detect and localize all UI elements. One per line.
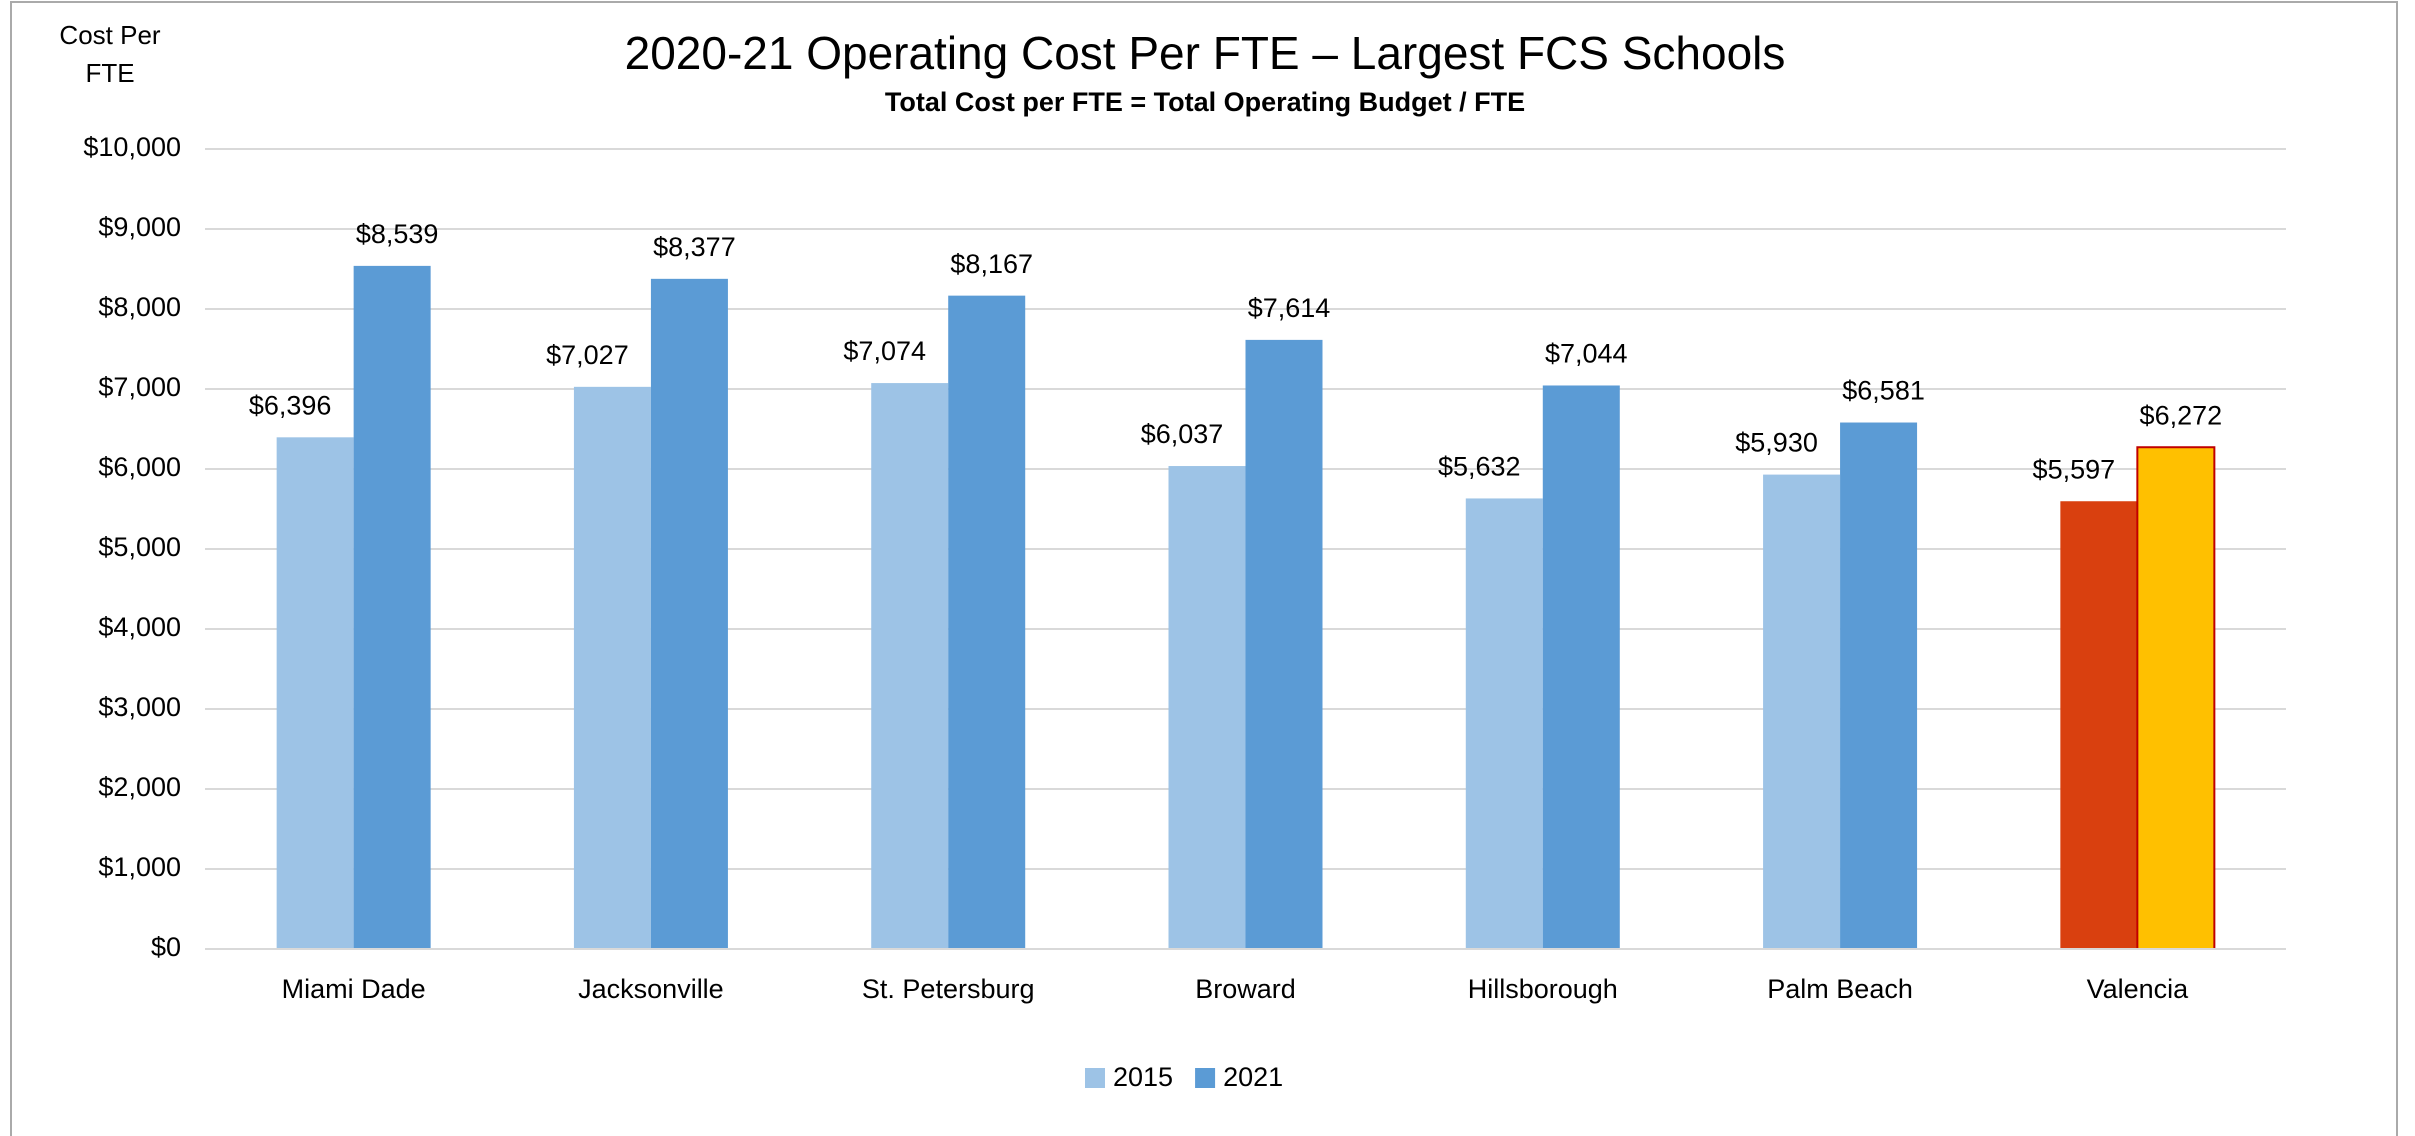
value-label: $6,581 bbox=[1842, 376, 1925, 406]
x-tick-label: St. Petersburg bbox=[862, 974, 1035, 1004]
x-tick-label: Jacksonville bbox=[578, 974, 724, 1004]
value-label: $6,396 bbox=[249, 390, 332, 420]
bar bbox=[1840, 422, 1918, 949]
y-tick-label: $6,000 bbox=[98, 452, 181, 482]
bar bbox=[1168, 466, 1246, 949]
value-label: $5,597 bbox=[2033, 454, 2116, 484]
value-label: $8,167 bbox=[950, 249, 1033, 279]
value-label: $7,027 bbox=[546, 340, 629, 370]
bar bbox=[1245, 339, 1323, 949]
bar bbox=[650, 278, 728, 950]
y-tick-label: $2,000 bbox=[98, 772, 181, 802]
bar bbox=[1542, 385, 1620, 950]
value-label: $5,930 bbox=[1735, 428, 1818, 458]
x-tick-label: Hillsborough bbox=[1468, 974, 1618, 1004]
x-tick-label: Valencia bbox=[2087, 974, 2190, 1004]
bar bbox=[2060, 501, 2138, 949]
value-label: $8,539 bbox=[356, 219, 439, 249]
bar bbox=[1763, 474, 1841, 949]
chart-subtitle: Total Cost per FTE = Total Operating Bud… bbox=[885, 87, 1525, 117]
x-tick-label: Broward bbox=[1195, 974, 1296, 1004]
y-tick-label: $1,000 bbox=[98, 852, 181, 882]
value-label: $5,632 bbox=[1438, 452, 1521, 482]
bar bbox=[2136, 446, 2216, 950]
legend-label: 2021 bbox=[1223, 1062, 1283, 1092]
value-label: $8,377 bbox=[653, 232, 736, 262]
bar bbox=[353, 265, 431, 949]
bar bbox=[948, 295, 1026, 949]
legend-label: 2015 bbox=[1113, 1062, 1173, 1092]
value-label: $7,074 bbox=[843, 336, 926, 366]
y-tick-label: $9,000 bbox=[98, 212, 181, 242]
value-label: $6,272 bbox=[2140, 400, 2223, 430]
y-tick-label: $0 bbox=[151, 932, 181, 962]
value-label: $6,037 bbox=[1141, 419, 1224, 449]
x-tick-label: Miami Dade bbox=[282, 974, 426, 1004]
bar bbox=[1465, 498, 1543, 949]
chart-frame bbox=[10, 1, 2398, 1136]
y-tick-label: $7,000 bbox=[98, 372, 181, 402]
value-label: $7,614 bbox=[1248, 293, 1331, 323]
value-label: $7,044 bbox=[1545, 339, 1628, 369]
legend-swatch bbox=[1085, 1068, 1105, 1088]
bar bbox=[871, 383, 949, 950]
y-tick-label: $3,000 bbox=[98, 692, 181, 722]
y-tick-label: $10,000 bbox=[83, 132, 181, 162]
legend-swatch bbox=[1195, 1068, 1216, 1088]
bar bbox=[276, 437, 354, 949]
chart-title: 2020-21 Operating Cost Per FTE – Largest… bbox=[625, 27, 1786, 79]
x-tick-label: Palm Beach bbox=[1767, 974, 1913, 1004]
bar bbox=[573, 386, 651, 950]
y-tick-label: $5,000 bbox=[98, 532, 181, 562]
y-tick-label: $4,000 bbox=[98, 612, 181, 642]
y-tick-label: $8,000 bbox=[98, 292, 181, 322]
y-axis-label: Cost Per FTE bbox=[59, 20, 161, 88]
